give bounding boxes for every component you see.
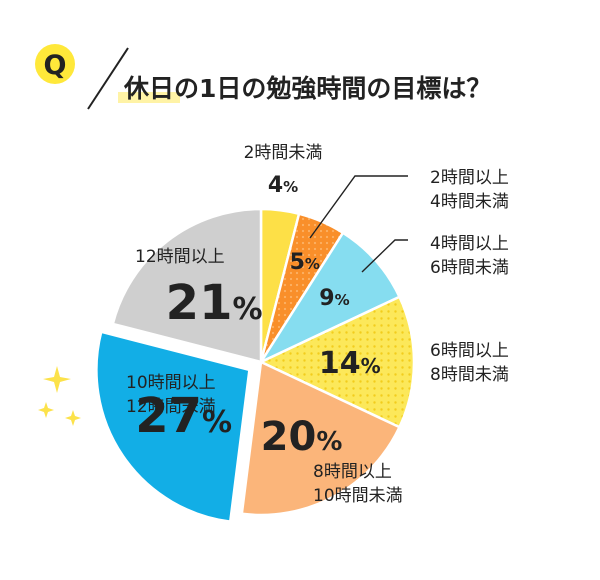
slice-category-label: 2時間以上 4時間未満 [430, 168, 509, 212]
slice-category-label: 10時間以上 12時間未満 [126, 373, 216, 417]
q-badge-circle [35, 44, 75, 84]
leader-line [309, 175, 408, 239]
sparkle-icon-large [43, 366, 71, 393]
pie-slice [95, 330, 251, 523]
q-badge-letter: Q [44, 50, 67, 81]
header-slash [87, 47, 129, 110]
title-highlight [118, 92, 180, 103]
slice-percent-label: 27% [135, 388, 232, 444]
leader-line [361, 239, 408, 273]
slice-category-label: 12時間以上 [135, 247, 225, 267]
slice-percent-label: 14% [319, 346, 381, 381]
slice-category-label: 6時間以上 8時間未満 [430, 341, 509, 385]
pie-slice [259, 295, 416, 429]
slice-percent-label: 21% [166, 275, 263, 331]
slice-category-label: 8時間以上 10時間未満 [313, 462, 403, 506]
pie-slices [95, 207, 416, 523]
slice-percent-label: 5% [290, 250, 320, 275]
slice-labels: 4% 2時間未満 5% 2時間以上 4時間未満 9% 4時間以上 6時間未満 14% 6時間以上 8… [126, 143, 509, 506]
slice-category-label: 2時間未満 [244, 143, 323, 163]
pie-slice [111, 207, 263, 364]
sparkle-icon-small-right [65, 410, 81, 426]
pie-slice [240, 360, 401, 517]
slice-percent-label: 9% [319, 286, 349, 311]
question-title: 休日の1日の勉強時間の目標は？ [123, 74, 491, 103]
slice-category-label: 4時間以上 6時間未満 [430, 234, 509, 278]
leader-lines [309, 175, 408, 273]
question-header: Q 休日の1日の勉強時間の目標は？ [35, 44, 491, 110]
slice-percent-label: 4% [268, 173, 298, 198]
slice-percent-label: 20% [261, 414, 343, 460]
pie-slice [259, 231, 401, 364]
sparkles [38, 366, 81, 426]
sparkle-icon-small-left [38, 402, 54, 418]
